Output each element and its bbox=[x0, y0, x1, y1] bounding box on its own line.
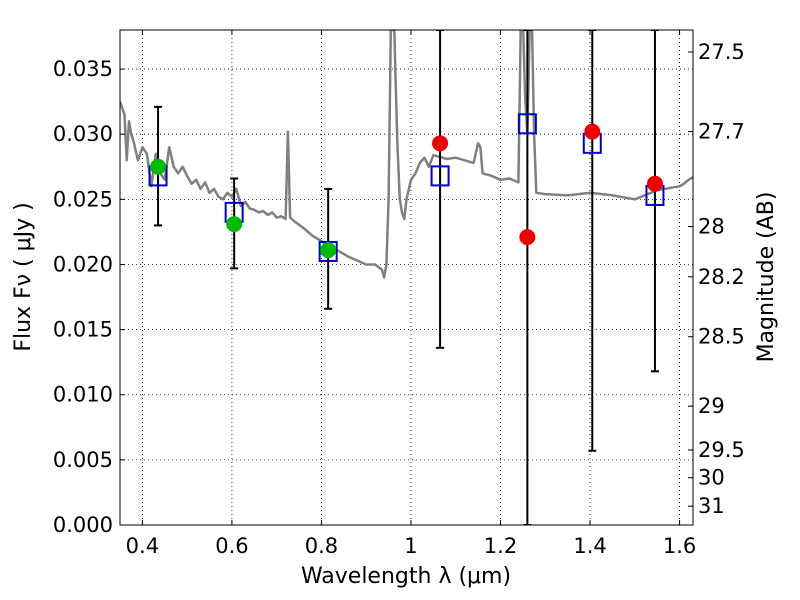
upper-limit-point bbox=[584, 123, 601, 140]
magnitude-tick-label: 30 bbox=[698, 466, 725, 490]
x-tick-label: 0.8 bbox=[305, 534, 338, 558]
x-axis-title: Wavelength λ (μm) bbox=[301, 564, 511, 589]
magnitude-tick-label: 28 bbox=[698, 215, 725, 239]
detection-point bbox=[150, 158, 167, 175]
y-tick-label: 0.030 bbox=[53, 122, 113, 146]
model-flux-square bbox=[517, 113, 537, 135]
magnitude-tick-label: 27.5 bbox=[698, 40, 745, 64]
y-axis-ticks: 0.000 0.005 0.010 0.015 0.020 0.025 0.030 0.035 bbox=[53, 57, 125, 537]
y-tick-label: 0.005 bbox=[53, 448, 113, 472]
upper-limit-point bbox=[646, 175, 663, 192]
upper-limit-point bbox=[432, 135, 449, 152]
detection-point bbox=[226, 216, 243, 233]
y-tick-label: 0.035 bbox=[53, 57, 113, 81]
template-spectrum-layer bbox=[120, 30, 693, 279]
x-tick-label: 1.4 bbox=[573, 534, 606, 558]
x-tick-label: 1.6 bbox=[663, 534, 696, 558]
y-tick-label: 0.000 bbox=[53, 513, 113, 537]
magnitude-tick-label: 27.7 bbox=[698, 120, 745, 144]
x-tick-label: 1.2 bbox=[484, 534, 517, 558]
magnitude-tick-label: 29.5 bbox=[698, 438, 745, 462]
y-tick-label: 0.020 bbox=[53, 252, 113, 276]
magnitude-tick-label: 31 bbox=[698, 494, 725, 518]
model-flux-square bbox=[430, 165, 450, 187]
magnitude-axis-ticks: 27.5 27.7 28 28.2 28.5 29 29.5 30 31 bbox=[688, 40, 745, 518]
magnitude-tick-label: 28.2 bbox=[698, 265, 745, 289]
x-tick-label: 0.6 bbox=[215, 534, 248, 558]
y-tick-label: 0.010 bbox=[53, 383, 113, 407]
magnitude-axis-title: Magnitude (AB) bbox=[754, 192, 779, 363]
plot-frame bbox=[119, 29, 694, 526]
upper-limit-point bbox=[519, 229, 536, 246]
x-axis-ticks: 0.4 0.6 0.8 1 1.2 1.4 1.6 bbox=[126, 30, 696, 558]
x-tick-label: 0.4 bbox=[126, 534, 159, 558]
plot-area bbox=[120, 30, 693, 525]
plot-background bbox=[120, 30, 693, 525]
model-flux-square bbox=[318, 240, 338, 262]
y-tick-label: 0.015 bbox=[53, 318, 113, 342]
magnitude-tick-label: 29 bbox=[698, 394, 725, 418]
magnitude-tick-label: 28.5 bbox=[698, 325, 745, 349]
template-spectrum-line bbox=[120, 30, 693, 279]
x-tick-label: 1 bbox=[404, 534, 417, 558]
y-axis-title: Flux Fν ( μJy ) bbox=[11, 202, 36, 351]
y-tick-label: 0.025 bbox=[53, 187, 113, 211]
data-points-layer bbox=[150, 123, 663, 259]
error-bars-layer bbox=[154, 30, 659, 525]
detection-point bbox=[320, 242, 337, 259]
grid-lines bbox=[120, 30, 693, 526]
